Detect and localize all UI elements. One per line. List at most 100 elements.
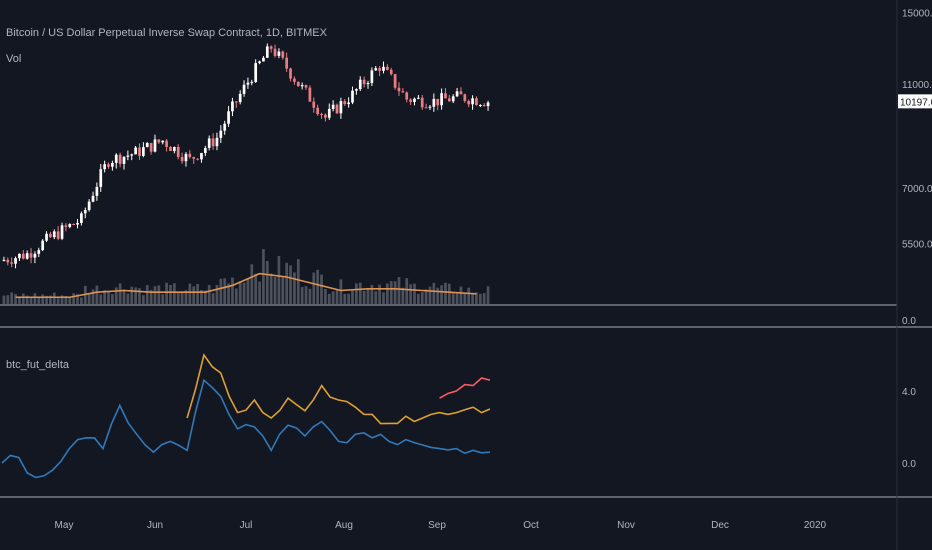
volume-bar (424, 289, 428, 304)
candle-body (145, 143, 149, 148)
candle-body (219, 130, 223, 138)
candle-body (149, 143, 153, 152)
delta-axis[interactable]: 4.0 0.0 (902, 387, 916, 470)
volume-bar (265, 260, 269, 304)
candle-body (192, 157, 196, 159)
time-tick-label: 2020 (804, 520, 827, 531)
volume-bar (413, 283, 416, 304)
volume-bar (68, 297, 72, 304)
time-tick-label: May (55, 520, 74, 531)
volume-bar (184, 290, 188, 304)
candle-body (6, 259, 10, 263)
time-axis[interactable]: May Jun Jul Aug Sep Oct Nov Dec 2020 (55, 520, 827, 531)
volume-bar (420, 292, 424, 304)
candle-body (471, 98, 474, 105)
volume-bar (122, 289, 126, 304)
volume-bar (444, 282, 447, 304)
candle-body (37, 250, 41, 254)
candle-body (308, 87, 312, 102)
candle-body (370, 70, 374, 83)
candle-body (91, 195, 95, 202)
candle-body (486, 102, 490, 107)
volume-bar (308, 288, 312, 304)
volume-bar (238, 281, 242, 304)
candle-body (269, 46, 273, 49)
candle-body (25, 253, 29, 259)
candle-body (227, 111, 230, 124)
candle-body (320, 114, 323, 116)
volume-bar (10, 292, 14, 304)
candle-body (358, 79, 362, 90)
candle-body (52, 231, 56, 238)
volume-bar (432, 282, 436, 304)
volume-bar (25, 295, 29, 304)
candle-body (413, 98, 416, 103)
candle-body (312, 101, 316, 108)
price-axis[interactable]: 15000.0 11000.0 7000.0 5500.0 (902, 9, 932, 251)
candle-body (134, 147, 137, 155)
candle-body (335, 104, 339, 114)
volume-bar (269, 273, 273, 304)
volume-bar (386, 283, 389, 304)
price-tick-label: 15000.0 (902, 9, 932, 20)
volume-bar (87, 293, 91, 304)
volume-bar (111, 294, 114, 304)
candle-body (153, 139, 157, 152)
volume-bar (475, 292, 478, 304)
candle-body (122, 156, 126, 164)
last-price-badge: 10197.0 (898, 94, 932, 109)
volume-bar (378, 284, 381, 304)
volume-bar (99, 294, 103, 304)
delta-series-line-1 (186, 353, 491, 425)
volume-bar (254, 273, 258, 304)
volume-bar (138, 288, 141, 304)
candle-body (184, 153, 188, 162)
delta-series-line-2 (439, 377, 491, 399)
candle-body (401, 91, 405, 93)
volume-bar (188, 283, 192, 304)
volume-bar (211, 293, 215, 304)
volume-bar (18, 296, 21, 304)
volume-ma-series (15, 272, 477, 299)
volume-bar (192, 286, 196, 304)
volume-bar (339, 279, 343, 304)
volume-bar (114, 287, 118, 304)
candle-body (76, 222, 79, 225)
candle-body (475, 98, 478, 106)
candle-body (300, 85, 304, 87)
volume-bar (203, 290, 207, 304)
volume-bar (134, 287, 137, 304)
delta-indicator-label[interactable]: btc_fut_delta (6, 359, 70, 371)
volume-bar (389, 281, 393, 304)
candle-body (351, 90, 354, 103)
candle-body (242, 84, 246, 94)
candle-body (107, 164, 110, 167)
volume-bar (300, 287, 304, 304)
candle-body (277, 51, 281, 56)
volume-bar (149, 289, 153, 304)
volume-bar (49, 295, 52, 304)
volume-bar (161, 294, 165, 304)
volume-bar (486, 286, 490, 304)
volume-bar (382, 292, 385, 304)
volume-bar (29, 297, 33, 304)
volume-indicator-label[interactable]: Vol (6, 53, 21, 65)
delta-lines (1, 353, 491, 479)
volume-bar (451, 292, 455, 304)
candle-body (420, 97, 424, 108)
volume-bar (281, 277, 285, 304)
candle-body (64, 225, 68, 227)
volume-bar (145, 285, 149, 304)
candle-body (211, 138, 215, 147)
candle-body (258, 61, 261, 64)
volume-bar (351, 290, 354, 304)
candle-body (478, 105, 482, 107)
volume-bar (219, 278, 223, 304)
candle-body (440, 93, 443, 106)
volume-bar (482, 293, 486, 304)
volume-bar (416, 293, 420, 304)
time-tick-label: Nov (617, 520, 635, 531)
volume-bar (33, 293, 37, 304)
delta-tick-label: 0.0 (902, 459, 916, 470)
